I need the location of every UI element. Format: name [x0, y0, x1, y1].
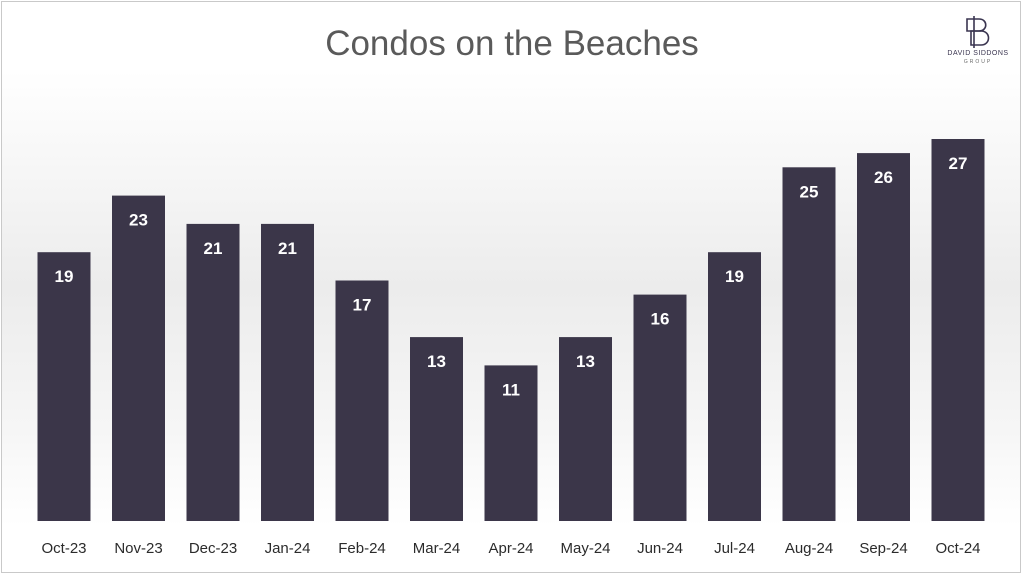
x-tick-label-oct-24: Oct-24 — [935, 540, 980, 557]
data-label-feb-24: 17 — [353, 296, 372, 315]
x-tick-label-feb-24: Feb-24 — [338, 540, 386, 557]
x-tick-label-mar-24: Mar-24 — [413, 540, 461, 557]
bar-jun-24 — [633, 294, 687, 521]
bar-oct-24 — [931, 139, 985, 521]
x-tick-label-apr-24: Apr-24 — [488, 540, 533, 557]
data-label-oct-23: 19 — [55, 267, 74, 286]
bar-sep-24 — [857, 153, 910, 521]
x-tick-label-oct-23: Oct-23 — [41, 540, 86, 557]
x-tick-label-jan-24: Jan-24 — [265, 540, 311, 557]
bar-jul-24 — [708, 252, 761, 521]
data-label-jun-24: 16 — [651, 310, 670, 329]
data-label-jul-24: 19 — [725, 267, 744, 286]
data-label-may-24: 13 — [576, 352, 595, 371]
bar-nov-23 — [112, 195, 165, 521]
data-label-dec-23: 21 — [204, 239, 223, 258]
data-label-nov-23: 23 — [129, 211, 148, 230]
x-tick-label-jun-24: Jun-24 — [637, 540, 683, 557]
bar-aug-24 — [782, 167, 836, 522]
logo-monogram-icon — [966, 16, 990, 48]
x-tick-label-dec-23: Dec-23 — [189, 540, 237, 557]
data-label-mar-24: 13 — [427, 352, 446, 371]
data-label-aug-24: 25 — [800, 182, 819, 201]
bar-feb-24 — [335, 280, 389, 521]
x-tick-label-jul-24: Jul-24 — [714, 540, 755, 557]
data-label-oct-24: 27 — [949, 154, 968, 173]
x-tick-label-sep-24: Sep-24 — [859, 540, 907, 557]
data-label-sep-24: 26 — [874, 168, 893, 187]
bar-dec-23 — [186, 223, 240, 521]
x-tick-label-aug-24: Aug-24 — [785, 540, 833, 557]
x-tick-label-may-24: May-24 — [560, 540, 610, 557]
chart-title: Condos on the Beaches — [325, 24, 699, 63]
data-label-apr-24: 11 — [502, 380, 520, 399]
bar-apr-24 — [484, 365, 538, 521]
bar-mar-24 — [410, 337, 463, 521]
brand-logo: DAVID SIDDONS GROUP — [937, 14, 1024, 76]
bar-jan-24 — [261, 223, 314, 521]
logo-brand-name: DAVID SIDDONS — [947, 50, 1009, 57]
x-tick-label-nov-23: Nov-23 — [114, 540, 162, 557]
bar-may-24 — [559, 337, 612, 521]
data-label-jan-24: 21 — [278, 239, 297, 258]
logo-brand-sub: GROUP — [963, 59, 993, 65]
bar-oct-23 — [37, 252, 91, 521]
